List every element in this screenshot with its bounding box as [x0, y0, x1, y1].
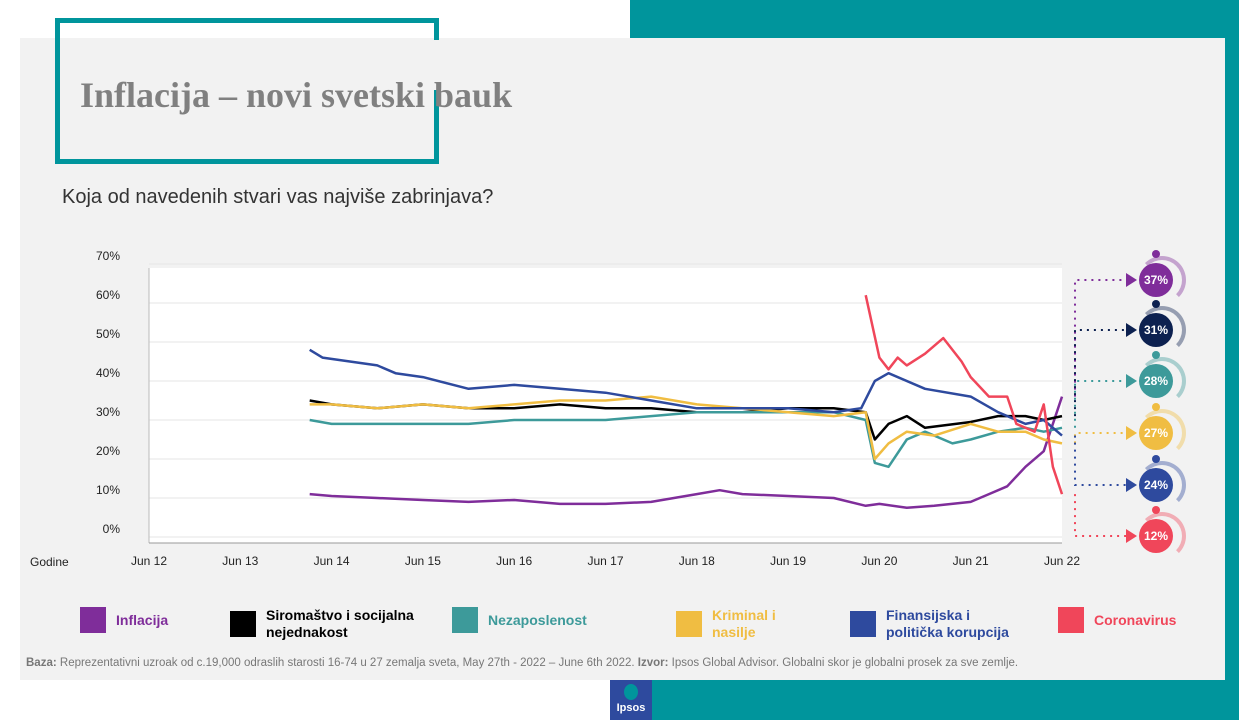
bubble-arc [1138, 306, 1186, 354]
x-tick-label: Jun 12 [131, 554, 167, 568]
legend-item: Siromaštvo i socijalna nejednakost [230, 607, 420, 641]
legend-item: Finansijska i politička korupcija [850, 607, 1020, 641]
series-line-2 [309, 410, 1063, 469]
logo-mark-icon [624, 684, 638, 700]
series-line-0 [309, 396, 1064, 509]
x-axis-label: Godine [30, 555, 69, 569]
y-tick-label: 50% [96, 327, 120, 341]
series-line-3 [309, 395, 1063, 461]
bubble-dot [1152, 351, 1160, 359]
decor-band-bottom [652, 680, 1239, 720]
legend-label: Inflacija [116, 611, 169, 628]
x-tick-label: Jun 18 [679, 554, 715, 568]
leader-line [1074, 380, 1128, 428]
x-tick-label: Jun 16 [496, 554, 532, 568]
ipsos-logo: Ipsos [610, 680, 652, 720]
logo-text: Ipsos [616, 702, 646, 714]
leader-line [1074, 432, 1128, 444]
final-value-bubble: 27% [1139, 416, 1173, 450]
baza-text: Reprezentativni uzroak od c.19,000 odras… [56, 657, 638, 669]
bubble-dot [1152, 506, 1160, 514]
arrow-icon [1126, 323, 1137, 337]
arrow-icon [1126, 374, 1137, 388]
legend-label: Finansijska i politička korupcija [886, 607, 1009, 640]
chart-question: Koja od navedenih stvari vas najviše zab… [62, 186, 494, 208]
legend-swatch [452, 607, 478, 633]
footnote: Baza: Reprezentativni uzroak od c.19,000… [26, 657, 1018, 669]
x-tick-label: Jun 13 [222, 554, 258, 568]
bubble-arc [1138, 512, 1186, 560]
y-tick-label: 20% [96, 444, 120, 458]
bubble-dot [1152, 455, 1160, 463]
bubble-arc [1138, 357, 1186, 405]
leader-line [1074, 435, 1128, 486]
izvor-label: Izvor: [637, 657, 669, 669]
title-frame [55, 18, 439, 164]
legend-item: Nezaposlenost [452, 607, 622, 633]
plot-area [149, 268, 1062, 543]
baza-label: Baza: [26, 657, 57, 669]
y-tick-label: 10% [96, 483, 120, 497]
arrow-icon [1126, 426, 1137, 440]
legend-swatch [230, 611, 256, 637]
legend-item: Kriminal i nasilje [676, 607, 846, 641]
y-tick-label: 40% [96, 366, 120, 380]
bubble-dot [1152, 403, 1160, 411]
y-tick-label: 70% [96, 249, 120, 263]
series-line-5 [864, 294, 1064, 495]
final-value-bubble: 37% [1139, 263, 1173, 297]
legend-item: Coronavirus [1058, 607, 1228, 633]
bubble-dot [1152, 250, 1160, 258]
leader-line [1074, 329, 1128, 417]
decor-band-right [1225, 0, 1239, 720]
final-value-bubble: 31% [1139, 313, 1173, 347]
legend-label: Nezaposlenost [488, 611, 587, 628]
decor-band-top [630, 0, 1239, 38]
arrow-icon [1126, 273, 1137, 287]
title-frame-gap [425, 40, 439, 90]
leader-line [1074, 494, 1128, 537]
leader-line [1074, 279, 1128, 397]
x-tick-label: Jun 22 [1044, 554, 1080, 568]
arrow-icon [1126, 529, 1137, 543]
bubble-arc [1138, 409, 1186, 457]
y-tick-label: 0% [103, 522, 121, 536]
x-tick-label: Jun 20 [861, 554, 897, 568]
final-value-bubble: 12% [1139, 519, 1173, 553]
legend-swatch [676, 611, 702, 637]
x-tick-label: Jun 21 [953, 554, 989, 568]
x-tick-label: Jun 17 [587, 554, 623, 568]
legend-swatch [850, 611, 876, 637]
legend-swatch [80, 607, 106, 633]
legend-label: Kriminal i nasilje [712, 607, 776, 640]
bubble-arc [1138, 256, 1186, 304]
arrow-icon [1126, 478, 1137, 492]
legend-label: Siromaštvo i socijalna nejednakost [266, 607, 414, 640]
bubble-dot [1152, 300, 1160, 308]
x-tick-label: Jun 15 [405, 554, 441, 568]
x-tick-label: Jun 19 [770, 554, 806, 568]
y-tick-label: 60% [96, 288, 120, 302]
bubble-arc [1138, 461, 1186, 509]
legend-label: Coronavirus [1094, 611, 1177, 628]
final-value-bubble: 24% [1139, 468, 1173, 502]
x-tick-label: Jun 14 [314, 554, 350, 568]
legend-item: Inflacija [80, 607, 250, 633]
page-title: Inflacija – novi svetski bauk [80, 75, 513, 115]
legend-swatch [1058, 607, 1084, 633]
y-tick-label: 30% [96, 405, 120, 419]
izvor-text: Ipsos Global Advisor. Globalni skor je g… [668, 657, 1019, 669]
series-line-4 [309, 348, 1063, 437]
final-value-bubble: 28% [1139, 364, 1173, 398]
